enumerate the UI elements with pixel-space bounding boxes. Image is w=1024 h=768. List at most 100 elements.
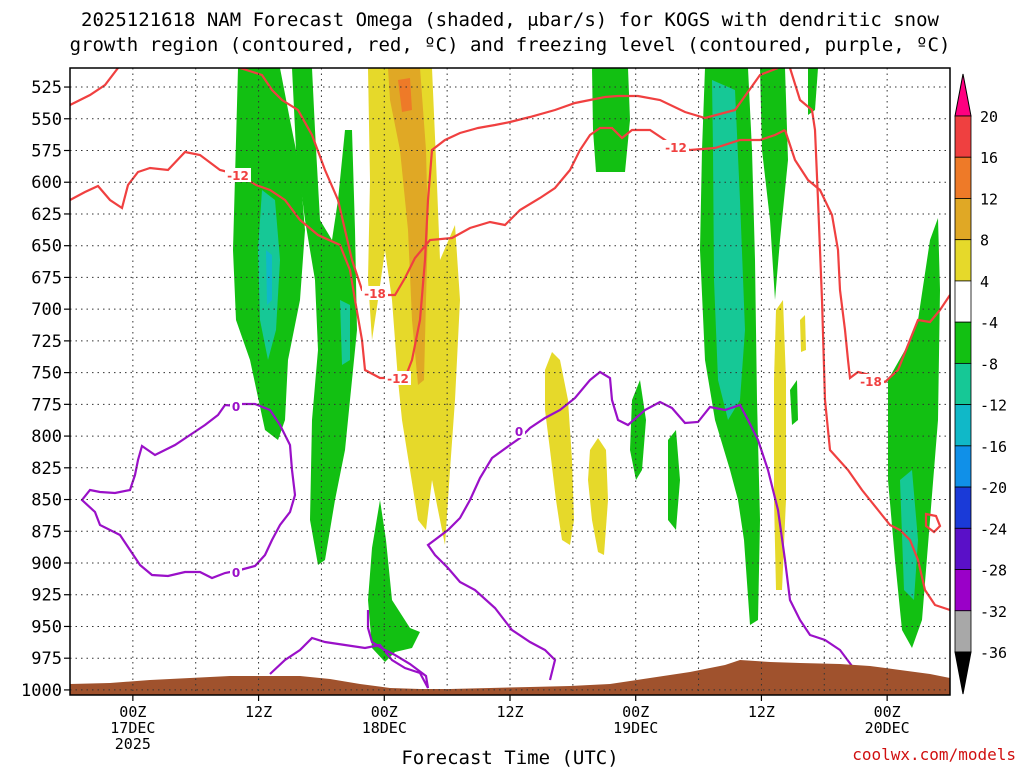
isotherm-minus12-loop xyxy=(924,512,942,534)
contour-label-minus12-a: -12 xyxy=(227,169,249,183)
colorbar-label: -28 xyxy=(980,562,1007,580)
plot-area xyxy=(70,68,950,695)
y-tick-label: 800 xyxy=(31,427,62,447)
x-tick-label: 00Z xyxy=(874,703,901,721)
y-tick-label: 675 xyxy=(31,268,62,288)
lift-region-2 xyxy=(292,68,357,565)
x-tick-label: 17DEC xyxy=(110,719,155,737)
x-tick-label: 20DEC xyxy=(865,719,910,737)
colorbar-label: -16 xyxy=(980,438,1007,456)
y-tick-label: 575 xyxy=(31,142,62,162)
y-tick-label: 600 xyxy=(31,173,62,193)
colorbar-segment xyxy=(954,239,972,282)
freezing-level-loop-left xyxy=(80,402,297,580)
freezing-level-main xyxy=(269,370,856,689)
contour-labels: -12 -12 -18 -12 -18 0 0 0 xyxy=(225,140,884,580)
colorbar-bottom-triangle xyxy=(954,651,972,695)
lift-region-9 xyxy=(808,68,818,115)
freezing-level-contours xyxy=(80,370,856,689)
colorbar-label: -8 xyxy=(980,355,998,373)
terrain-fill xyxy=(70,660,950,695)
colorbar-segment xyxy=(954,156,972,199)
lift-region-5 xyxy=(630,380,646,480)
lift-core-2 xyxy=(340,300,350,365)
omega-lift-shading xyxy=(233,68,940,662)
colorbar-label: -36 xyxy=(980,644,1007,662)
colorbar-label: 20 xyxy=(980,108,998,126)
colorbar-segment xyxy=(954,610,972,653)
contour-label-minus12-b: -12 xyxy=(665,141,687,155)
sink-region-2 xyxy=(545,352,574,545)
colorbar-segment xyxy=(954,198,972,241)
contour-label-freezing-a: 0 xyxy=(232,400,240,414)
y-tick-label: 725 xyxy=(31,332,62,352)
colorbar-top-triangle xyxy=(954,73,972,117)
grid-lines xyxy=(70,68,950,695)
x-tick-label: 00Z xyxy=(371,703,398,721)
lift-core-7 xyxy=(712,80,745,420)
colorbar-segment xyxy=(954,486,972,529)
y-tick-label: 750 xyxy=(31,364,62,384)
x-tick-label: 2025 xyxy=(115,735,151,753)
y-tick-label: 525 xyxy=(31,78,62,98)
x-axis-label: Forecast Time (UTC) xyxy=(401,747,618,768)
sink-region-5 xyxy=(800,315,806,352)
lift-region-10 xyxy=(888,218,940,648)
y-tick-label: 625 xyxy=(31,205,62,225)
y-tick-label: 550 xyxy=(31,110,62,130)
colorbar-segment xyxy=(954,321,972,364)
y-tick-label: 1000 xyxy=(21,681,62,701)
x-tick-label: 12Z xyxy=(496,703,523,721)
colorbar-segment xyxy=(954,527,972,570)
x-tick-label: 00Z xyxy=(119,703,146,721)
colorbar-label: -4 xyxy=(980,314,998,332)
y-tick-label: 700 xyxy=(31,300,62,320)
sink-region-3 xyxy=(588,438,608,555)
y-tick-label: 900 xyxy=(31,554,62,574)
lift-region-4 xyxy=(592,68,630,172)
colorbar-label: -32 xyxy=(980,603,1007,621)
sink-region-4 xyxy=(774,300,786,590)
x-tick-label: 12Z xyxy=(748,703,775,721)
chart-title-line-2: growth region (contoured, red, ºC) and f… xyxy=(70,34,951,56)
sink-core-1b xyxy=(398,78,412,112)
isotherm-minus18-right xyxy=(783,129,950,384)
isotherm-minus12-left xyxy=(70,68,119,106)
x-tick-label: 19DEC xyxy=(613,719,658,737)
y-tick-label: 975 xyxy=(31,649,62,669)
colorbar-label: 16 xyxy=(980,149,998,167)
contour-label-minus18-b: -18 xyxy=(860,375,882,389)
credit-text: coolwx.com/models xyxy=(852,745,1016,764)
y-axis: 525 550 575 600 625 650 675 700 725 750 775 800 825 8… xyxy=(21,78,70,701)
chart-title-line-1: 2025121618 NAM Forecast Omega (shaded, μ… xyxy=(81,9,939,31)
lift-region-3 xyxy=(368,500,420,662)
y-tick-label: 775 xyxy=(31,395,62,415)
x-tick-label: 00Z xyxy=(622,703,649,721)
contour-label-minus12-c: -12 xyxy=(387,372,409,386)
colorbar-label: 8 xyxy=(980,232,989,250)
colorbar-segment xyxy=(954,115,972,158)
lift-core-10 xyxy=(900,470,918,600)
colorbar-label: -20 xyxy=(980,479,1007,497)
contour-label-minus18-a: -18 xyxy=(364,287,386,301)
contour-label-freezing-b: 0 xyxy=(232,566,240,580)
y-tick-label: 650 xyxy=(31,237,62,257)
omega-sink-shading xyxy=(368,68,806,590)
y-tick-label: 950 xyxy=(31,617,62,637)
y-tick-label: 825 xyxy=(31,459,62,479)
colorbar-segment xyxy=(954,569,972,612)
y-tick-label: 850 xyxy=(31,491,62,511)
contour-label-freezing-c: 0 xyxy=(515,425,523,439)
colorbar-segment xyxy=(954,445,972,488)
colorbar-segment xyxy=(954,404,972,447)
colorbar-segment xyxy=(954,362,972,406)
sink-core-1 xyxy=(388,68,428,385)
x-tick-label: 18DEC xyxy=(362,719,407,737)
colorbar-label: 12 xyxy=(980,190,998,208)
y-tick-label: 875 xyxy=(31,522,62,542)
colorbar-segment xyxy=(954,280,972,323)
lift-region-11 xyxy=(790,380,798,425)
colorbar-label: -12 xyxy=(980,397,1007,415)
